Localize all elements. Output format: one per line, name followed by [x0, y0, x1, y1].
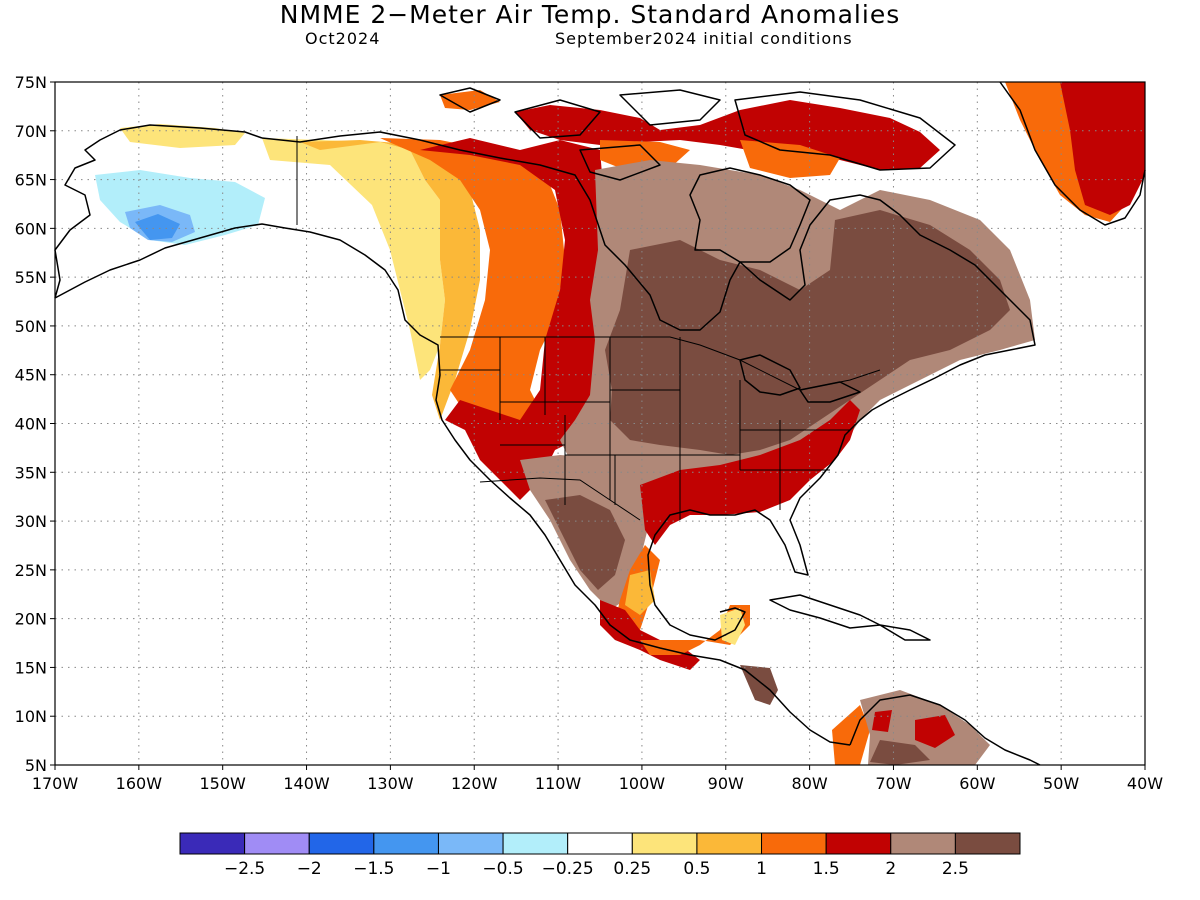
lat-label-50N: 50N — [15, 317, 47, 336]
lat-label-40N: 40N — [15, 415, 47, 434]
colorbar-label-8: 1 — [756, 859, 767, 879]
map-title: NMME 2−Meter Air Temp. Standard Anomalie… — [279, 0, 901, 29]
colorbar-swatch-9 — [761, 832, 827, 855]
colorbar-label-9: 1.5 — [813, 859, 840, 879]
lat-label-20N: 20N — [15, 610, 47, 629]
coast-arctic — [261, 131, 1036, 641]
lat-label-45N: 45N — [15, 366, 47, 385]
colorbar-label-11: 2.5 — [942, 859, 969, 879]
lon-label-140W: 140W — [283, 774, 330, 793]
field-yucatan-yellow — [720, 608, 745, 645]
field-mexico-brown — [545, 495, 625, 590]
field-alaska-north-yellow — [120, 124, 245, 148]
coast-hudson-bay — [689, 167, 811, 263]
lat-label-30N: 30N — [15, 512, 47, 531]
lat-label-75N: 75N — [15, 73, 47, 92]
colorbar-swatch-1 — [244, 832, 310, 855]
colorbar-label-4: −0.5 — [482, 859, 523, 879]
lat-label-25N: 25N — [15, 561, 47, 580]
longitude-labels: 170W 160W 150W 140W 130W 120W 110W 100W 90W 80W 70… — [32, 765, 1163, 793]
lon-label-70W: 70W — [875, 774, 911, 793]
valid-month-label: Oct2024 — [305, 29, 381, 48]
field-central-america-orange — [640, 605, 750, 655]
field-sa-red — [872, 710, 955, 748]
colorbar-label-3: −1 — [426, 859, 451, 879]
lon-label-120W: 120W — [451, 774, 498, 793]
colorbar-swatch-5 — [502, 832, 569, 855]
colorbar-label-0: −2.5 — [224, 859, 265, 879]
colorbar-label-7: 0.5 — [683, 859, 710, 879]
field-arctic-orange — [440, 90, 840, 178]
coast-cuba — [769, 594, 931, 641]
colorbar-swatch-2 — [308, 832, 375, 855]
colorbar-swatch-7 — [631, 832, 698, 855]
field-west-orange-light — [300, 140, 480, 420]
lon-label-110W: 110W — [535, 774, 582, 793]
colorbar-label-6: 0.25 — [613, 859, 651, 879]
lon-label-60W: 60W — [959, 774, 995, 793]
field-gulf-yellow — [625, 570, 655, 615]
border-us-mexico — [479, 477, 641, 521]
lat-label-5N: 5N — [25, 756, 47, 775]
field-arctic-red — [515, 100, 940, 170]
lat-label-70N: 70N — [15, 122, 47, 141]
field-mexico-red — [600, 600, 700, 670]
colorbar-label-10: 2 — [885, 859, 896, 879]
lon-label-80W: 80W — [792, 774, 828, 793]
lon-label-160W: 160W — [116, 774, 163, 793]
colorbar-label-5: −0.25 — [542, 859, 594, 879]
border-us-states — [440, 337, 850, 520]
field-central-brown — [605, 210, 1010, 455]
coast-north-america — [54, 124, 851, 746]
lon-label-150W: 150W — [200, 774, 247, 793]
lon-label-170W: 170W — [32, 774, 79, 793]
colorbar-swatch-4 — [437, 832, 504, 855]
colorbar-swatch-6 — [567, 832, 633, 855]
colorbar-swatch-3 — [373, 832, 439, 855]
lat-label-10N: 10N — [15, 707, 47, 726]
colorbar-swatch-0 — [179, 832, 246, 855]
lat-label-60N: 60N — [15, 219, 47, 238]
colorbar-label-2: −1.5 — [353, 859, 394, 879]
lon-label-50W: 50W — [1043, 774, 1079, 793]
colorbar-swatch-10 — [825, 832, 892, 855]
field-southeast-red — [640, 400, 860, 545]
field-west-orange — [380, 138, 565, 460]
colorbar-label-1: −2 — [297, 859, 322, 879]
colorbar-swatch-11 — [890, 832, 956, 855]
lon-label-90W: 90W — [708, 774, 744, 793]
political-borders — [296, 136, 881, 521]
lat-label-55N: 55N — [15, 268, 47, 287]
lat-label-65N: 65N — [15, 171, 47, 190]
latitude-labels: 75N 70N 65N 60N 55N 50N 45N 40N 35N 30N 25N 20N 15N 1… — [15, 73, 55, 775]
lat-label-15N: 15N — [15, 658, 47, 677]
coast-greenland — [999, 81, 1146, 226]
lat-label-35N: 35N — [15, 463, 47, 482]
lon-label-100W: 100W — [619, 774, 666, 793]
coast-arctic-islands — [439, 87, 956, 181]
lon-label-130W: 130W — [367, 774, 414, 793]
coast-south-america — [849, 694, 1041, 766]
colorbar-swatch-12 — [954, 832, 1021, 855]
field-west-yellow — [262, 138, 445, 380]
field-sa-brown — [870, 740, 930, 765]
colorbar — [179, 832, 1021, 855]
anomaly-fields — [95, 82, 1145, 765]
field-alaska-blue — [135, 214, 180, 240]
field-west-red — [420, 138, 605, 500]
field-greenland-red — [1060, 82, 1145, 215]
field-central-america-brown — [740, 665, 778, 705]
colorbar-swatch-8 — [696, 832, 763, 855]
initial-conditions-label: September2024 initial conditions — [555, 29, 853, 48]
colorbar-labels: −2.5 −2 −1.5 −1 −0.5 −0.25 0.25 0.5 1 1.5 2 2.5 — [224, 859, 969, 879]
lon-label-40W: 40W — [1127, 774, 1163, 793]
border-us-canada — [440, 336, 881, 391]
